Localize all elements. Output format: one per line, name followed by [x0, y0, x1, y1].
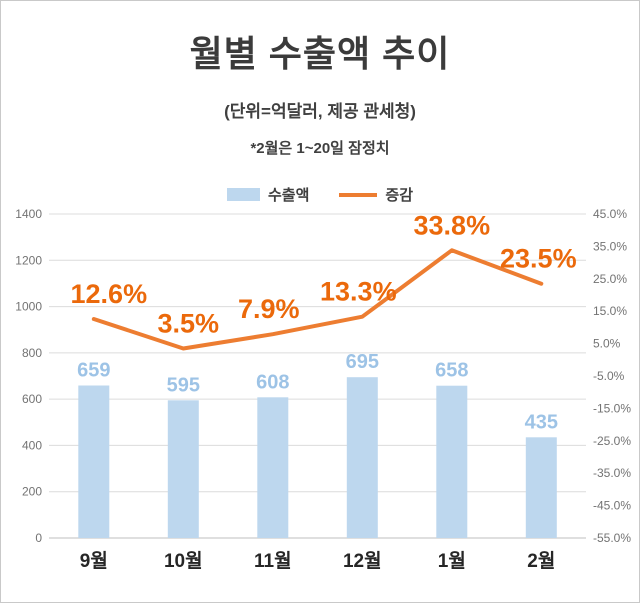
- left-axis-tick: 1200: [15, 253, 42, 267]
- right-axis-tick: 5.0%: [593, 337, 621, 351]
- export-bar: [346, 377, 378, 538]
- left-axis-tick: 200: [22, 485, 42, 499]
- trend-point-label: 23.5%: [500, 244, 577, 274]
- bar-value-label: 658: [435, 360, 468, 382]
- x-axis-label: 10월: [164, 550, 203, 572]
- trend-line: [91, 248, 544, 351]
- left-axis-tick: 800: [22, 346, 42, 360]
- x-axis-label: 1월: [438, 550, 466, 572]
- bar-swatch-icon: [226, 188, 260, 201]
- bar-value-label: 659: [77, 360, 110, 382]
- legend-item-change: 증감: [339, 184, 413, 205]
- trend-point-label: 3.5%: [158, 309, 220, 339]
- x-axis-label: 2월: [527, 550, 555, 572]
- trend-point-label: 7.9%: [238, 294, 300, 324]
- right-axis-tick: 45.0%: [593, 207, 627, 221]
- right-axis-tick: -45.0%: [593, 499, 631, 513]
- trend-point-label: 33.8%: [414, 210, 491, 240]
- legend: 수출액 증감: [1, 184, 639, 205]
- x-axis-label: 9월: [80, 550, 108, 572]
- bar-value-label: 608: [256, 371, 289, 393]
- x-axis-label: 11월: [254, 550, 292, 572]
- export-bar: [167, 400, 199, 538]
- line-swatch-icon: [339, 192, 378, 197]
- right-axis-tick: -25.0%: [593, 434, 631, 448]
- left-axis-tick: 600: [22, 392, 42, 406]
- left-axis-tick: 1000: [15, 300, 42, 314]
- trend-point-label: 12.6%: [71, 279, 148, 309]
- bar-value-label: 435: [525, 411, 558, 433]
- chart-plot: 1400 1200 1000 800 600 400 200 0 45.0% 35.0% 25.0%…: [15, 207, 631, 572]
- export-bar: [257, 397, 289, 538]
- left-axis-tick: 0: [35, 531, 42, 545]
- right-axis-tick: -15.0%: [593, 401, 631, 415]
- export-bar: [78, 385, 110, 538]
- right-axis-tick: -55.0%: [593, 531, 631, 545]
- left-axis-tick: 400: [22, 438, 42, 452]
- chart-title: 월별 수출액 추이: [189, 33, 451, 74]
- chart-note: *2월은 1~20일 잠정치: [250, 140, 390, 157]
- legend-label-exports: 수출액: [267, 187, 310, 204]
- right-axis-tick: 15.0%: [593, 304, 627, 318]
- export-bar: [436, 385, 468, 538]
- left-axis-tick: 1400: [15, 207, 42, 221]
- right-axis-tick: 35.0%: [593, 239, 627, 253]
- legend-label-change: 증감: [385, 187, 413, 204]
- right-axis-tick: 25.0%: [593, 272, 627, 286]
- trend-point-label: 13.3%: [320, 277, 397, 307]
- x-axis-label: 12월: [343, 550, 382, 572]
- right-axis-tick: -35.0%: [593, 466, 631, 480]
- chart-subtitle: (단위=억달러, 제공 관세청): [224, 102, 416, 121]
- bar-value-label: 595: [167, 374, 200, 396]
- right-axis-tick: -5.0%: [593, 369, 625, 383]
- bar-value-label: 695: [346, 351, 379, 373]
- legend-item-exports: 수출액: [226, 184, 310, 205]
- export-bar: [525, 437, 557, 538]
